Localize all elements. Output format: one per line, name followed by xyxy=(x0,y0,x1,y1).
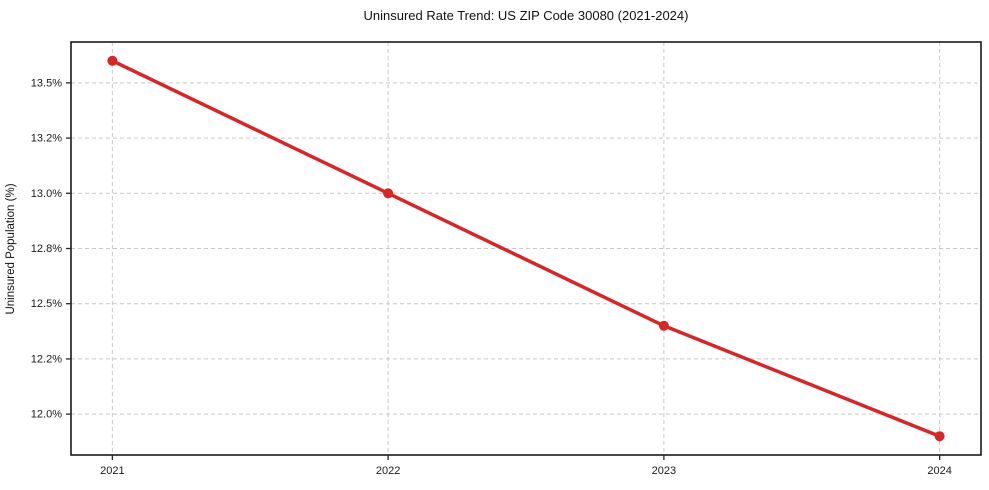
data-point-2024 xyxy=(934,431,945,442)
x-tick-label: 2024 xyxy=(927,465,951,477)
y-tick-label: 13.2% xyxy=(31,133,62,145)
y-tick-label: 12.0% xyxy=(31,409,62,421)
x-tick-label: 2023 xyxy=(652,465,676,477)
data-series xyxy=(107,55,945,442)
y-tick-label: 12.5% xyxy=(31,298,62,310)
data-point-2022 xyxy=(383,188,394,199)
data-point-2021 xyxy=(107,55,118,66)
y-tick-label: 13.5% xyxy=(31,77,62,89)
axis-ticks xyxy=(66,82,941,460)
y-axis-title: Uninsured Population (%) xyxy=(5,183,17,314)
x-tick-label: 2021 xyxy=(100,465,124,477)
chart-title: Uninsured Rate Trend: US ZIP Code 30080 … xyxy=(364,8,689,23)
y-tick-label: 12.8% xyxy=(31,243,62,255)
x-tick-label: 2022 xyxy=(376,465,400,477)
gridlines xyxy=(71,42,981,455)
y-tick-label: 12.2% xyxy=(31,353,62,365)
data-point-2023 xyxy=(658,320,669,331)
y-tick-labels: 12.0% 12.2% 12.5% 12.8% 13.0% 13.2% 13.5% xyxy=(31,77,62,420)
y-tick-label: 13.0% xyxy=(31,188,62,200)
trend-line xyxy=(110,59,942,438)
x-tick-labels: 2021 2022 2023 2024 xyxy=(100,465,952,477)
